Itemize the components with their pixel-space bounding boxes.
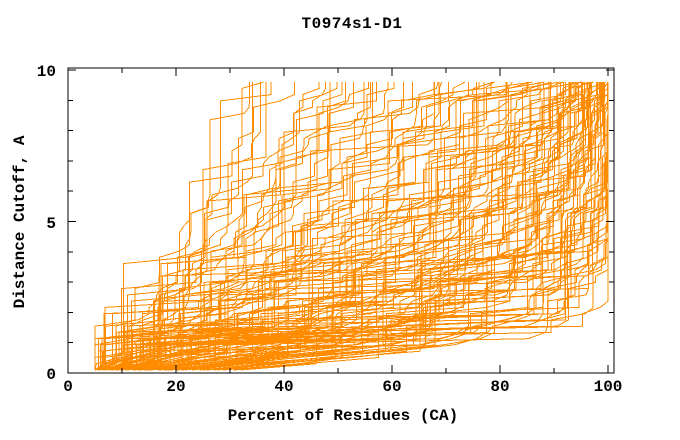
gdt-curve — [94, 81, 264, 371]
x-axis-label: Percent of Residues (CA) — [228, 407, 458, 425]
gdt-curve — [116, 82, 545, 371]
gdt-curve — [150, 82, 604, 371]
gdt-curve — [111, 81, 533, 371]
gdt-curve — [150, 82, 609, 371]
gdt-curve — [121, 81, 564, 371]
gdt-curve — [94, 82, 272, 370]
gdt-curve — [121, 82, 591, 370]
gdt-curve — [139, 82, 571, 371]
y-tick-label: 5 — [46, 215, 56, 233]
gdt-curve — [127, 82, 562, 371]
axes-frame-and-ticks — [67, 67, 615, 374]
gdt-curve — [100, 82, 469, 371]
x-tick-label: 40 — [274, 378, 293, 396]
gdt-curve — [94, 82, 250, 370]
gdt-curve — [98, 82, 377, 370]
gdt-curve — [94, 82, 371, 371]
gdt-curve — [118, 81, 552, 371]
gdt-curve — [96, 82, 435, 371]
x-tick-label: 0 — [63, 378, 73, 396]
x-tick-label: 80 — [490, 378, 509, 396]
gdt-curve — [96, 82, 343, 371]
gdt-curve — [100, 82, 374, 371]
gdt-curve — [100, 82, 331, 371]
gdt-curve — [111, 82, 541, 371]
tick-labels: 0 20 40 60 80 100 0 5 10 — [37, 63, 623, 396]
gdt-curve — [157, 82, 603, 370]
gdt-curve — [103, 82, 449, 370]
gdt-curve — [94, 82, 413, 370]
gdt-curve — [109, 82, 507, 371]
gdt-curve — [99, 82, 404, 370]
gdt-curve — [127, 82, 579, 371]
gdt-curve — [99, 82, 389, 370]
gdt-curve — [112, 82, 539, 371]
plot-frame — [67, 67, 615, 374]
plot-title: T0974s1-D1 — [301, 15, 402, 33]
x-tick-label: 60 — [382, 378, 401, 396]
gdt-curve — [103, 81, 513, 371]
gdt-curve — [170, 82, 605, 371]
x-tick-label: 20 — [166, 378, 185, 396]
gdt-curve — [102, 82, 436, 371]
gdt-curve — [94, 82, 267, 371]
x-tick-label: 100 — [594, 378, 623, 396]
y-tick-label: 0 — [46, 366, 56, 384]
gdt-curve — [116, 81, 560, 371]
gdt-curve — [118, 82, 550, 371]
gdt-curve — [94, 82, 261, 371]
gdt-curve — [148, 81, 604, 371]
gdt-curve — [121, 82, 570, 371]
y-tick-label: 10 — [37, 63, 56, 81]
gdt-curve — [96, 82, 354, 371]
gdt-curve — [143, 82, 583, 370]
gdt-curve — [103, 82, 492, 371]
gdt-curve — [132, 82, 592, 371]
gdt-curve — [126, 82, 577, 370]
gdt-curve — [96, 82, 365, 371]
gdt-curve — [184, 82, 609, 371]
gdt-curve — [123, 82, 575, 370]
gdt-curve — [107, 82, 529, 371]
gdt-curve — [105, 82, 477, 371]
gdt-curve — [107, 82, 485, 371]
gdt-curve — [111, 82, 566, 371]
y-axis-label: Distance Cutoff, A — [11, 135, 29, 308]
gdt-curve — [105, 81, 466, 371]
model-accuracy-curves — [94, 81, 609, 371]
